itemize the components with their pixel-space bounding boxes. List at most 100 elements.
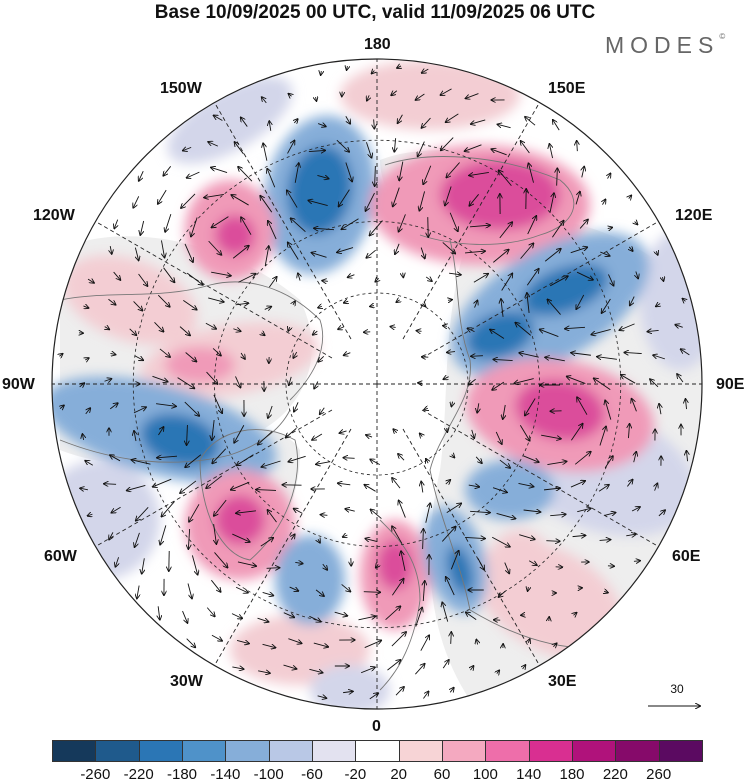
wind-vector: [631, 507, 640, 511]
wind-vector: [421, 482, 423, 493]
colorbar-tick: -20: [344, 766, 367, 783]
wind-vector: [263, 143, 268, 161]
wind-vector: [565, 327, 586, 328]
wind-vector: [135, 532, 140, 547]
wind-vector: [110, 246, 112, 254]
wind-vector: [309, 668, 322, 672]
wind-vector: [88, 514, 93, 516]
lon-label-90e: 90E: [716, 376, 745, 393]
wind-vector: [238, 274, 255, 283]
wind-vector: [60, 405, 64, 408]
wind-vector: [477, 403, 479, 412]
wind-vector: [553, 643, 556, 646]
wind-vector: [323, 563, 327, 570]
meridian-line: [402, 102, 540, 340]
wind-vector: [547, 299, 561, 315]
wind-vector: [471, 119, 486, 124]
wind-vector: [423, 691, 428, 699]
wind-vector: [241, 352, 245, 359]
wind-vector: [342, 218, 359, 230]
lon-label-90w: 90W: [2, 376, 35, 393]
wind-vector: [632, 399, 637, 412]
wind-vector: [415, 664, 424, 675]
wind-vector: [206, 607, 215, 617]
wind-vector: [343, 691, 353, 692]
wind-vector: [468, 485, 479, 487]
wind-vector: [184, 401, 199, 416]
wind-vector: [653, 355, 665, 360]
colorbar-tick: 100: [472, 766, 498, 783]
wind-vector: [629, 195, 632, 198]
wind-vector: [266, 568, 280, 569]
wind-vector: [446, 480, 450, 484]
wind-vector: [80, 488, 88, 490]
wind-vector: [286, 428, 297, 437]
wind-vector: [449, 212, 458, 231]
wind-vector: [348, 275, 355, 278]
wind-vector: [159, 348, 170, 357]
wind-vector: [655, 483, 658, 491]
wind-vector: [519, 534, 535, 540]
wind-vector: [504, 562, 510, 574]
wind-vector: [257, 617, 269, 622]
lon-label-120e: 120E: [675, 207, 713, 224]
wind-vector: [238, 167, 253, 182]
wind-vector: [403, 273, 404, 278]
wind-vector: [450, 551, 458, 570]
wind-vector: [523, 665, 526, 669]
wind-vector: [295, 562, 302, 563]
wind-vector: [520, 243, 534, 259]
wind-vector: [446, 503, 461, 513]
wind-vector: [399, 214, 406, 231]
wind-vector: [343, 535, 348, 537]
wind-vector: [316, 462, 331, 465]
wind-vector: [420, 433, 423, 436]
wind-vector: [140, 220, 145, 235]
wind-vector: [576, 294, 585, 309]
colorbar-cell: [442, 740, 487, 762]
wind-vector: [314, 381, 318, 388]
wind-vector: [552, 221, 563, 238]
wind-vector: [288, 242, 299, 260]
wind-vector: [322, 281, 328, 282]
wind-vector: [604, 456, 613, 469]
wind-vector: [213, 394, 222, 413]
wind-vector: [134, 355, 143, 361]
meridian-line: [214, 428, 352, 666]
wind-vector: [599, 540, 611, 541]
colorbar-tick: -220: [123, 766, 154, 783]
wind-vector: [343, 458, 355, 459]
wind-vector: [464, 537, 485, 538]
wind-vector: [358, 616, 376, 621]
wind-vector: [443, 377, 449, 380]
wind-vector: [338, 327, 345, 329]
wind-vector: [212, 448, 227, 464]
wind-vector: [283, 664, 297, 669]
wind-vector: [519, 425, 529, 440]
wind-vectors: [59, 66, 690, 699]
wind-vector: [183, 299, 196, 309]
colorbar-cell: [485, 740, 530, 762]
wind-vector: [446, 113, 459, 122]
wind-vector: [426, 459, 428, 463]
wind-vector: [288, 638, 301, 644]
wind-vector: [182, 610, 188, 623]
wind-vector: [525, 117, 536, 126]
wind-vector: [261, 333, 264, 335]
wind-vector: [214, 115, 223, 121]
vector-reference-label: 30: [670, 682, 684, 696]
wind-vector: [294, 119, 297, 123]
wind-vector: [261, 460, 281, 467]
wind-vector: [136, 507, 149, 520]
wind-vector: [235, 376, 240, 387]
wind-vector: [659, 404, 661, 415]
wind-vector: [269, 121, 271, 131]
wind-vector: [490, 330, 505, 339]
wind-vector: [104, 379, 112, 381]
wind-vector: [179, 326, 190, 336]
wind-vector: [577, 141, 578, 152]
wind-vector: [86, 408, 91, 415]
wind-vector: [469, 225, 490, 227]
wind-vector: [447, 352, 456, 353]
wind-vector: [111, 506, 121, 512]
